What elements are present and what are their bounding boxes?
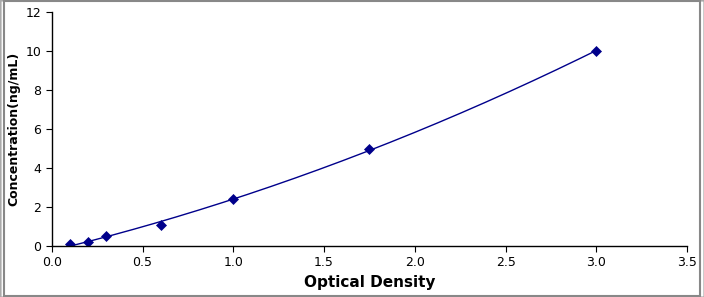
X-axis label: Optical Density: Optical Density: [303, 275, 435, 290]
Y-axis label: Concentration(ng/mL): Concentration(ng/mL): [7, 52, 20, 206]
